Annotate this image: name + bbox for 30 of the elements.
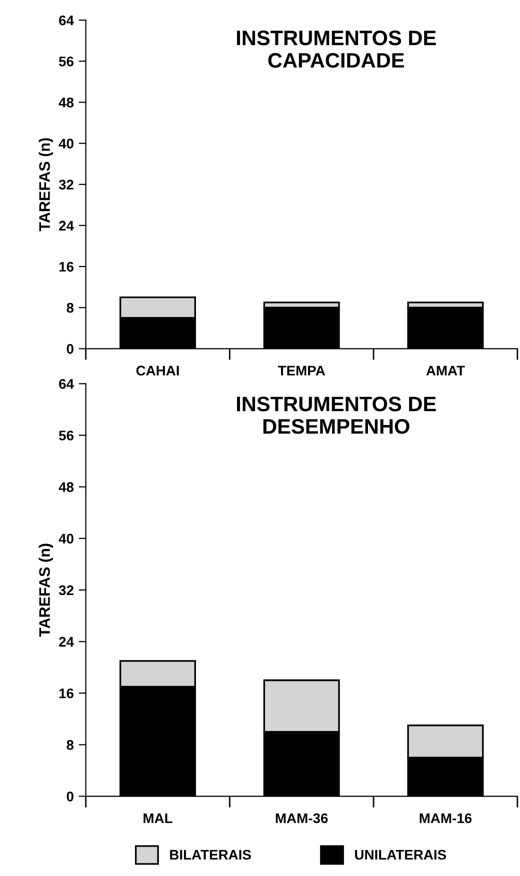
y-tick-label: 56 [58,56,74,66]
x-tick-label: AMAT [426,366,465,376]
y-tick-label: 8 [66,302,74,313]
x-tick-label: MAM-16 [420,813,472,824]
text: INSTRUMENTOS DE DESEMPENHO [237,396,436,434]
y-tick-label: 48 [58,482,74,492]
y-tick-label: 16 [59,688,74,698]
y-tick-label: 32 [58,180,74,190]
y-tick-label: 64 [59,379,74,389]
y-tick-label: 0 [66,344,74,354]
y-tick-label: 56 [58,430,74,440]
y-tick-label: 0 [66,792,74,802]
y-tick-label: 32 [58,585,74,596]
legend-label: BILATERAIS [170,850,251,860]
y-tick-label: 40 [58,534,74,544]
x-tick-label: MAM-36 [276,813,328,824]
y-tick-label: 24 [59,636,74,647]
y-tick-label: 16 [59,262,74,272]
y-tick-label: 64 [59,15,74,26]
text: INSTRUMENTOS DE CAPACIDADE [237,30,436,68]
y-tick-label: 40 [58,138,74,149]
legend-label: UNILATERAIS [355,850,446,860]
x-tick-label: TEMPA [278,366,326,376]
y-tick-label: 24 [59,220,74,230]
y-tick-label: 8 [66,740,74,750]
y-axis-title: TAREFAS (n) [38,544,53,637]
x-tick-label: CAHAI [136,366,179,376]
x-tick-label: MAL [144,813,172,824]
y-tick-label: 48 [58,98,74,108]
y-axis-title: TAREFAS (n) [38,138,53,232]
